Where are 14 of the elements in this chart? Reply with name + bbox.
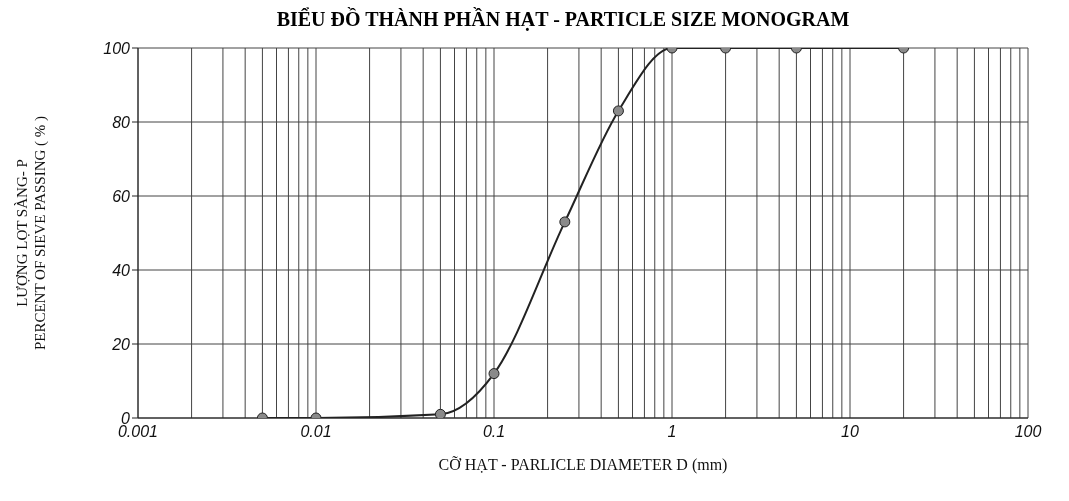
x-tick-label: 100 — [1014, 423, 1042, 441]
x-tick-label: 0.1 — [482, 423, 506, 441]
x-tick-label: 0.001 — [117, 423, 159, 441]
y-tick-label: 40 — [112, 261, 131, 279]
y-tick-label: 60 — [112, 187, 131, 205]
y-tick-label: 100 — [103, 39, 131, 57]
y-tick-label: 80 — [112, 113, 131, 131]
x-tick-label: 0.01 — [300, 423, 332, 441]
x-tick-label: 1 — [667, 423, 677, 441]
y-axis-title: LƯỢNG LỌT SÀNG- P PERCENT OF SIEVE PASSING ( % ) — [14, 115, 49, 351]
x-tick-label: 10 — [841, 423, 859, 441]
chart-title: BIỂU ĐỒ THÀNH PHẦN HẠT - PARTICLE SIZE MONOGRAM — [275, 8, 851, 33]
x-axis-title: CỠ HẠT - PARLICLE DIAMETER D (mm) — [438, 456, 728, 474]
y-tick-label: 20 — [111, 335, 131, 353]
